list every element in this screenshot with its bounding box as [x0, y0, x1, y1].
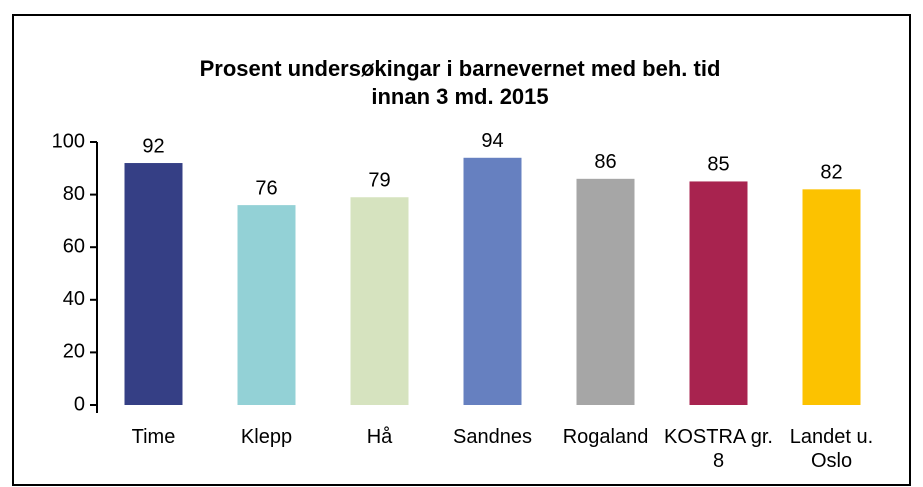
x-tick-label: Rogaland [562, 426, 649, 448]
y-tick-label: 100 [52, 130, 85, 152]
chart-title: Prosent undersøkingar i barnevernet med … [199, 56, 721, 109]
value-label: 86 [594, 151, 616, 173]
title-box: Prosent undersøkingar i barnevernet med … [199, 56, 721, 109]
x-tick-label: Klepp [240, 426, 293, 448]
value-label: 82 [820, 162, 842, 184]
value-label: 76 [255, 177, 277, 199]
y-tick-label: 0 [74, 393, 85, 415]
y-tick-label: 60 [63, 235, 85, 257]
bar [802, 189, 861, 405]
frame [12, 14, 911, 486]
x-tick-label: Time [131, 426, 176, 448]
value-label: 79 [368, 170, 390, 192]
bar [689, 181, 748, 405]
x-tick-label: Sandnes [453, 426, 532, 448]
value-label: 94 [481, 130, 503, 152]
bar [350, 197, 409, 405]
value-label: 92 [142, 135, 164, 157]
bar [124, 163, 183, 405]
bar [576, 178, 635, 405]
y-tick-label: 40 [63, 288, 85, 310]
y-tick-label: 80 [63, 183, 85, 205]
y-tick-label: 20 [63, 341, 85, 363]
bar [237, 205, 296, 405]
x-tick-label: Hå [366, 426, 393, 448]
value-label: 85 [707, 154, 729, 176]
x-tick-label: Landet u. Oslo [789, 426, 874, 472]
x-tick-label: KOSTRA gr. 8 [664, 426, 773, 472]
bar [463, 157, 522, 405]
